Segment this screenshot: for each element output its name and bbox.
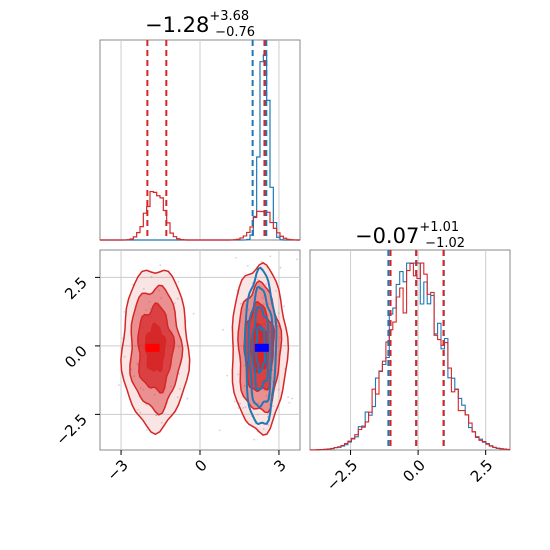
- sample-point: [159, 264, 162, 267]
- sample-point: [136, 362, 139, 365]
- sample-point: [287, 396, 289, 399]
- sample-point: [160, 421, 163, 424]
- panel-title-param1: −0.07+1.01 −1.02: [355, 220, 465, 251]
- sample-point: [271, 405, 274, 408]
- sample-point: [136, 409, 139, 411]
- sample-point: [192, 312, 195, 315]
- sample-point: [235, 256, 237, 259]
- sample-point: [265, 394, 268, 397]
- sample-point: [160, 297, 162, 300]
- sample-point: [222, 328, 224, 331]
- sample-point: [139, 387, 142, 390]
- contour-blue: [247, 285, 274, 408]
- sample-point: [133, 375, 136, 378]
- sample-point: [260, 260, 263, 263]
- sample-point: [154, 414, 157, 417]
- sample-point: [179, 388, 181, 390]
- sample-point: [155, 414, 158, 417]
- sample-point: [130, 368, 133, 371]
- sample-point: [243, 364, 246, 367]
- sample-point: [288, 401, 291, 404]
- sample-point: [176, 396, 179, 399]
- sample-point: [246, 264, 249, 267]
- sample-point: [265, 283, 267, 286]
- sample-point: [145, 309, 148, 311]
- sample-point: [173, 302, 176, 304]
- sample-point: [157, 289, 160, 292]
- sample-point: [176, 297, 179, 300]
- sample-point: [186, 397, 189, 400]
- panel-2d-contour: [99, 249, 301, 451]
- sample-point: [233, 400, 236, 403]
- panel-title-param0: −1.28+3.68 −0.76: [145, 9, 255, 40]
- sample-point: [239, 402, 241, 405]
- sample-point: [243, 385, 246, 387]
- sample-point: [169, 385, 172, 388]
- sample-point: [263, 389, 266, 392]
- sample-point: [117, 384, 120, 386]
- sample-point: [277, 325, 280, 328]
- sample-point: [267, 424, 270, 426]
- sample-point: [145, 404, 148, 406]
- panel-param0-histogram: [99, 39, 301, 241]
- panel-frame: [309, 249, 511, 451]
- sample-point: [278, 336, 281, 339]
- sample-point: [178, 346, 180, 349]
- sample-point: [139, 411, 142, 414]
- sample-point: [149, 307, 152, 310]
- sample-point: [150, 275, 153, 278]
- sample-point: [263, 303, 265, 306]
- sample-point: [237, 373, 239, 376]
- sample-point: [148, 301, 151, 303]
- sample-point: [261, 297, 264, 299]
- sample-point: [226, 374, 229, 377]
- sample-point: [253, 438, 256, 441]
- histogram-red: [100, 190, 300, 241]
- sample-point: [142, 389, 145, 391]
- sample-point: [142, 288, 145, 290]
- sample-point: [178, 372, 180, 375]
- sample-point: [136, 363, 139, 366]
- sample-point: [123, 311, 126, 313]
- sample-point: [257, 402, 260, 405]
- sample-point: [244, 406, 247, 409]
- sample-point: [239, 302, 242, 305]
- sample-point: [237, 407, 240, 409]
- sample-point: [269, 255, 272, 258]
- sample-point: [279, 266, 282, 269]
- sample-point: [277, 388, 280, 391]
- sample-point: [283, 305, 286, 308]
- contour-blue: [243, 266, 278, 426]
- sample-point: [267, 303, 270, 305]
- sample-point: [256, 413, 259, 416]
- sample-point: [242, 407, 245, 409]
- marker-red: [145, 343, 160, 352]
- sample-point: [123, 355, 126, 358]
- contour-blue: [251, 306, 270, 391]
- sample-point: [218, 429, 221, 432]
- panel-param1-histogram: [309, 249, 511, 451]
- sample-point: [153, 393, 156, 396]
- sample-point: [273, 320, 276, 323]
- sample-point: [145, 429, 148, 431]
- sample-point: [277, 312, 280, 315]
- sample-point: [256, 278, 259, 281]
- sample-point: [267, 314, 269, 317]
- marker-blue: [254, 343, 269, 352]
- sample-point: [266, 415, 269, 418]
- sample-point: [291, 397, 293, 400]
- sample-point: [275, 289, 277, 292]
- sample-point: [296, 258, 298, 261]
- histogram-red: [310, 262, 510, 451]
- sample-point: [177, 280, 180, 283]
- sample-point: [262, 428, 265, 430]
- sample-point: [247, 308, 250, 311]
